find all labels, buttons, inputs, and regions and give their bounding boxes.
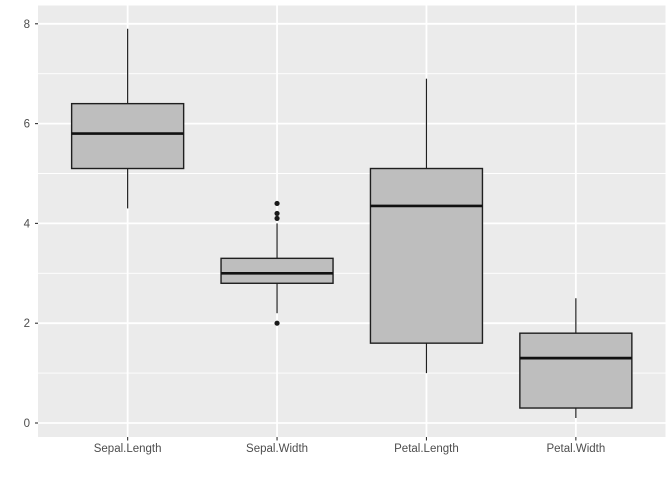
x-tick-label: Sepal.Length — [94, 443, 162, 455]
y-tick-label: 2 — [24, 318, 30, 330]
iqr-box — [70, 102, 185, 170]
outlier-point — [274, 215, 280, 222]
boxplot-petal-length — [369, 78, 484, 374]
y-tick-label: 4 — [24, 218, 31, 230]
outlier-point — [274, 200, 280, 207]
outlier-point — [274, 320, 280, 326]
x-tick-label: Petal.Length — [394, 443, 459, 455]
iqr-box — [369, 167, 484, 344]
x-tick-label: Petal.Width — [546, 443, 605, 455]
boxplot-sepal-width — [220, 200, 334, 326]
boxplot-petal-width — [519, 298, 633, 419]
x-tick-label: Sepal.Width — [246, 443, 308, 455]
y-tick-label: 0 — [24, 418, 30, 430]
iqr-box — [220, 257, 334, 284]
iqr-box — [519, 332, 633, 409]
outlier-point — [274, 210, 280, 217]
y-tick-label: 6 — [24, 119, 30, 131]
y-tick-label: 8 — [24, 19, 30, 31]
boxplot-sepal-length — [70, 28, 185, 209]
